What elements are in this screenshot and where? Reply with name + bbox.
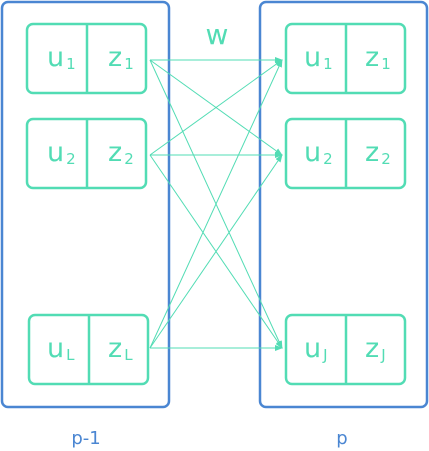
- weight-edges: [149, 57, 283, 351]
- layer-p-minus-1-caption: p-1: [71, 428, 100, 449]
- edge-L-2: [149, 154, 283, 349]
- edge-L-1: [149, 59, 283, 349]
- weight-label: w: [206, 18, 229, 51]
- layer-p-box: [258, 0, 429, 409]
- layer-p-caption: p: [336, 428, 347, 449]
- edge-2-1: [149, 59, 283, 156]
- layer-p-minus-1-box: [0, 0, 171, 409]
